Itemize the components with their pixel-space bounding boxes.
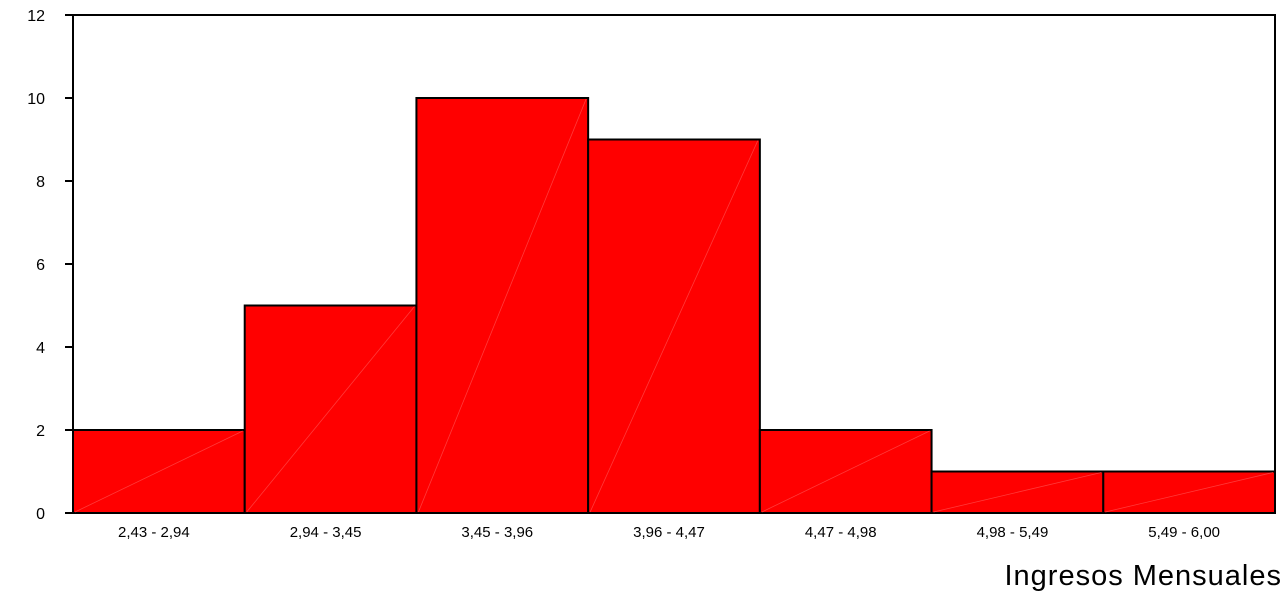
bar-diagonal [1105, 472, 1274, 513]
bars-group [72, 97, 1277, 514]
y-tick-label: 8 [36, 174, 45, 191]
bar-diagonal [933, 472, 1102, 513]
x-category-label: 4,47 - 4,98 [805, 524, 877, 541]
bar-diagonal [589, 140, 759, 513]
y-tick-label: 12 [27, 8, 45, 25]
bar-diagonal [74, 430, 243, 513]
x-axis: 2,43 - 2,94 2,94 - 3,45 3,45 - 3,96 3,96 - … [118, 524, 1220, 541]
bar-diagonal [418, 98, 587, 513]
y-axis: 0 2 4 6 8 10 12 [27, 8, 73, 523]
x-category-label: 3,96 - 4,47 [633, 524, 705, 541]
bar-diagonal [761, 430, 930, 513]
bar-diagonal [246, 306, 415, 513]
x-category-label: 2,43 - 2,94 [118, 524, 190, 541]
x-category-label: 3,45 - 3,96 [461, 524, 533, 541]
x-category-label: 2,94 - 3,45 [290, 524, 362, 541]
y-tick-label: 6 [36, 257, 45, 274]
y-tick-label: 10 [27, 91, 45, 108]
y-tick-label: 0 [36, 506, 45, 523]
x-category-label: 5,49 - 6,00 [1148, 524, 1220, 541]
y-tick-label: 2 [36, 423, 45, 440]
y-tick-label: 4 [36, 340, 45, 357]
x-axis-title: Ingresos Mensuales [1004, 560, 1282, 592]
x-category-label: 4,98 - 5,49 [977, 524, 1049, 541]
